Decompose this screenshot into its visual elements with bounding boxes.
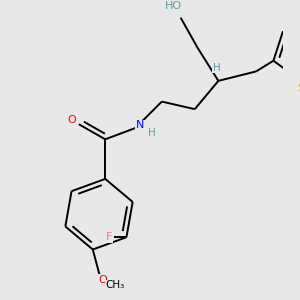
Text: H: H: [148, 128, 156, 138]
Text: H: H: [213, 63, 220, 73]
Text: CH₃: CH₃: [106, 280, 125, 290]
Text: N: N: [136, 120, 144, 130]
Text: S: S: [297, 83, 300, 93]
Text: HO: HO: [165, 2, 182, 11]
Text: F: F: [106, 232, 113, 242]
Text: O: O: [99, 275, 107, 285]
Text: O: O: [67, 116, 76, 125]
